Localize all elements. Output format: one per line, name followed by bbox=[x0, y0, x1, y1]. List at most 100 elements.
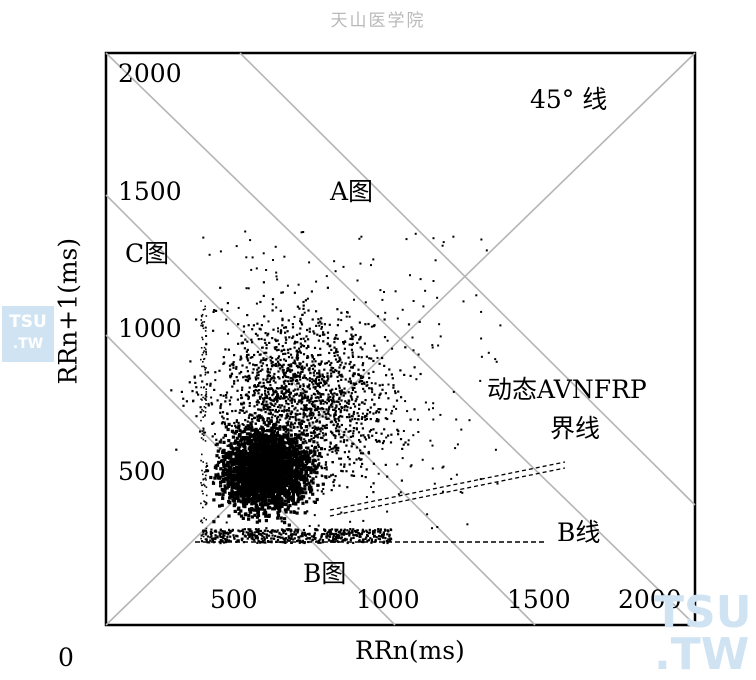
scatter-point bbox=[365, 381, 369, 384]
scatter-point bbox=[271, 498, 275, 502]
scatter-point bbox=[330, 366, 333, 369]
scatter-point bbox=[287, 351, 290, 354]
scatter-point bbox=[271, 441, 274, 444]
scatter-point bbox=[284, 495, 288, 499]
scatter-point bbox=[273, 397, 276, 400]
scatter-point bbox=[494, 448, 497, 451]
scatter-point bbox=[299, 447, 302, 450]
scatter-point bbox=[365, 417, 368, 420]
scatter-point bbox=[278, 477, 283, 481]
scatter-point bbox=[224, 348, 227, 351]
scatter-point bbox=[334, 411, 337, 414]
scatter-point bbox=[233, 447, 237, 451]
scatter-point bbox=[287, 523, 291, 527]
scatter-point bbox=[281, 437, 284, 440]
scatter-point bbox=[253, 513, 257, 517]
scatter-point bbox=[253, 391, 256, 394]
scatter-point bbox=[313, 452, 317, 457]
scatter-point bbox=[269, 419, 273, 424]
scatter-point bbox=[268, 448, 272, 452]
scatter-point bbox=[263, 351, 266, 354]
scatter-point bbox=[338, 403, 341, 406]
scatter-point bbox=[332, 395, 335, 398]
scatter-point bbox=[235, 465, 239, 469]
scatter-point bbox=[268, 438, 272, 441]
scatter-point bbox=[291, 495, 295, 499]
scatter-point bbox=[372, 491, 375, 494]
scatter-point bbox=[377, 315, 380, 318]
scatter-point bbox=[288, 395, 291, 399]
scatter-point bbox=[361, 348, 364, 351]
scatter-point bbox=[273, 480, 277, 484]
scatter-point bbox=[456, 443, 459, 446]
scatter-point bbox=[312, 464, 316, 468]
scatter-point bbox=[298, 362, 301, 365]
scatter-point bbox=[230, 491, 233, 494]
scatter-point bbox=[297, 467, 300, 470]
scatter-point bbox=[348, 413, 351, 416]
scatter-point bbox=[372, 428, 375, 431]
scatter-point bbox=[358, 403, 361, 406]
scatter-point bbox=[287, 490, 290, 493]
scatter-point bbox=[262, 431, 265, 433]
scatter-point bbox=[261, 460, 264, 463]
scatter-point bbox=[295, 485, 300, 489]
scatter-point bbox=[228, 399, 231, 402]
scatter-point bbox=[282, 484, 286, 489]
scatter-point bbox=[354, 405, 357, 408]
scatter-point bbox=[347, 356, 350, 359]
scatter-point bbox=[257, 338, 260, 341]
scatter-point bbox=[264, 519, 268, 523]
scatter-point bbox=[224, 477, 228, 481]
scatter-point bbox=[237, 461, 241, 465]
scatter-point bbox=[284, 441, 288, 445]
scatter-point bbox=[295, 511, 299, 515]
scatter-point bbox=[338, 425, 341, 428]
scatter-point bbox=[279, 418, 282, 421]
scatter-point bbox=[302, 487, 306, 490]
scatter-point bbox=[312, 470, 316, 474]
scatter-point bbox=[303, 366, 306, 369]
scatter-point bbox=[337, 417, 340, 420]
scatter-point bbox=[385, 539, 389, 543]
scatter-point bbox=[339, 411, 342, 414]
scatter-point bbox=[306, 467, 310, 471]
scatter-point bbox=[384, 537, 387, 540]
scatter-point bbox=[291, 416, 294, 419]
scatter-point bbox=[386, 339, 389, 342]
scatter-point bbox=[348, 458, 351, 461]
scatter-point bbox=[292, 361, 295, 364]
scatter-point bbox=[265, 436, 269, 440]
scatter-point bbox=[219, 529, 222, 532]
scatter-point bbox=[297, 483, 302, 487]
scatter-point bbox=[411, 336, 414, 339]
scatter-point bbox=[343, 340, 347, 343]
scatter-point bbox=[288, 495, 292, 499]
scatter-point bbox=[348, 363, 351, 366]
scatter-point bbox=[359, 374, 362, 377]
scatter-point bbox=[270, 489, 274, 493]
scatter-point bbox=[450, 477, 453, 480]
scatter-point bbox=[320, 465, 323, 468]
scatter-point bbox=[252, 394, 256, 397]
scatter-point bbox=[262, 427, 265, 430]
scatter-point bbox=[288, 466, 292, 470]
scatter-point bbox=[223, 484, 227, 488]
scatter-point bbox=[345, 404, 348, 408]
scatter-point bbox=[330, 528, 334, 531]
scatter-point bbox=[301, 365, 304, 368]
scatter-point bbox=[261, 436, 265, 440]
scatter-point bbox=[249, 239, 252, 242]
scatter-point bbox=[288, 448, 291, 451]
scatter-point bbox=[271, 507, 275, 511]
scatter-point bbox=[241, 461, 245, 465]
scatter-point bbox=[305, 441, 308, 444]
scatter-point bbox=[338, 457, 341, 460]
scatter-point bbox=[289, 433, 293, 437]
scatter-point bbox=[462, 300, 465, 303]
scatter-point bbox=[235, 367, 238, 370]
scatter-point bbox=[334, 427, 338, 430]
scatter-point bbox=[294, 433, 297, 436]
scatter-point bbox=[297, 283, 300, 286]
scatter-point bbox=[293, 422, 297, 425]
